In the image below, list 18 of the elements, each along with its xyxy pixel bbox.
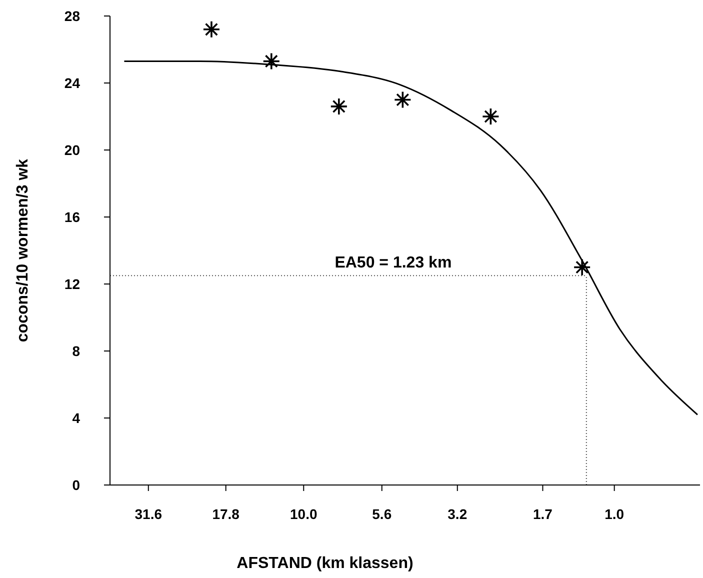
y-tick-label: 16 (64, 208, 80, 225)
x-tick-label: 17.8 (212, 506, 240, 522)
x-tick-label: 10.0 (290, 506, 318, 522)
x-tick-label: 3.2 (448, 506, 468, 522)
y-tick-label: 28 (64, 8, 80, 24)
y-tick-label: 24 (64, 74, 80, 91)
y-tick-label: 20 (64, 142, 80, 158)
y-tick-label: 8 (72, 342, 80, 359)
x-tick-label: 1.7 (533, 506, 553, 522)
x-tick-label: 31.6 (134, 506, 162, 522)
y-tick-label: 12 (64, 276, 80, 292)
y-tick-label: 4 (72, 410, 80, 426)
x-tick-label: 1.0 (604, 506, 624, 522)
y-axis-title: cocons/10 wormen/3 wk (14, 158, 32, 342)
x-axis-title: AFSTAND (km klassen) (236, 555, 414, 572)
x-tick-label: 5.6 (372, 506, 392, 522)
y-tick-label: 0 (72, 476, 80, 493)
annotation: EA50 = 1.23 km (334, 254, 452, 272)
